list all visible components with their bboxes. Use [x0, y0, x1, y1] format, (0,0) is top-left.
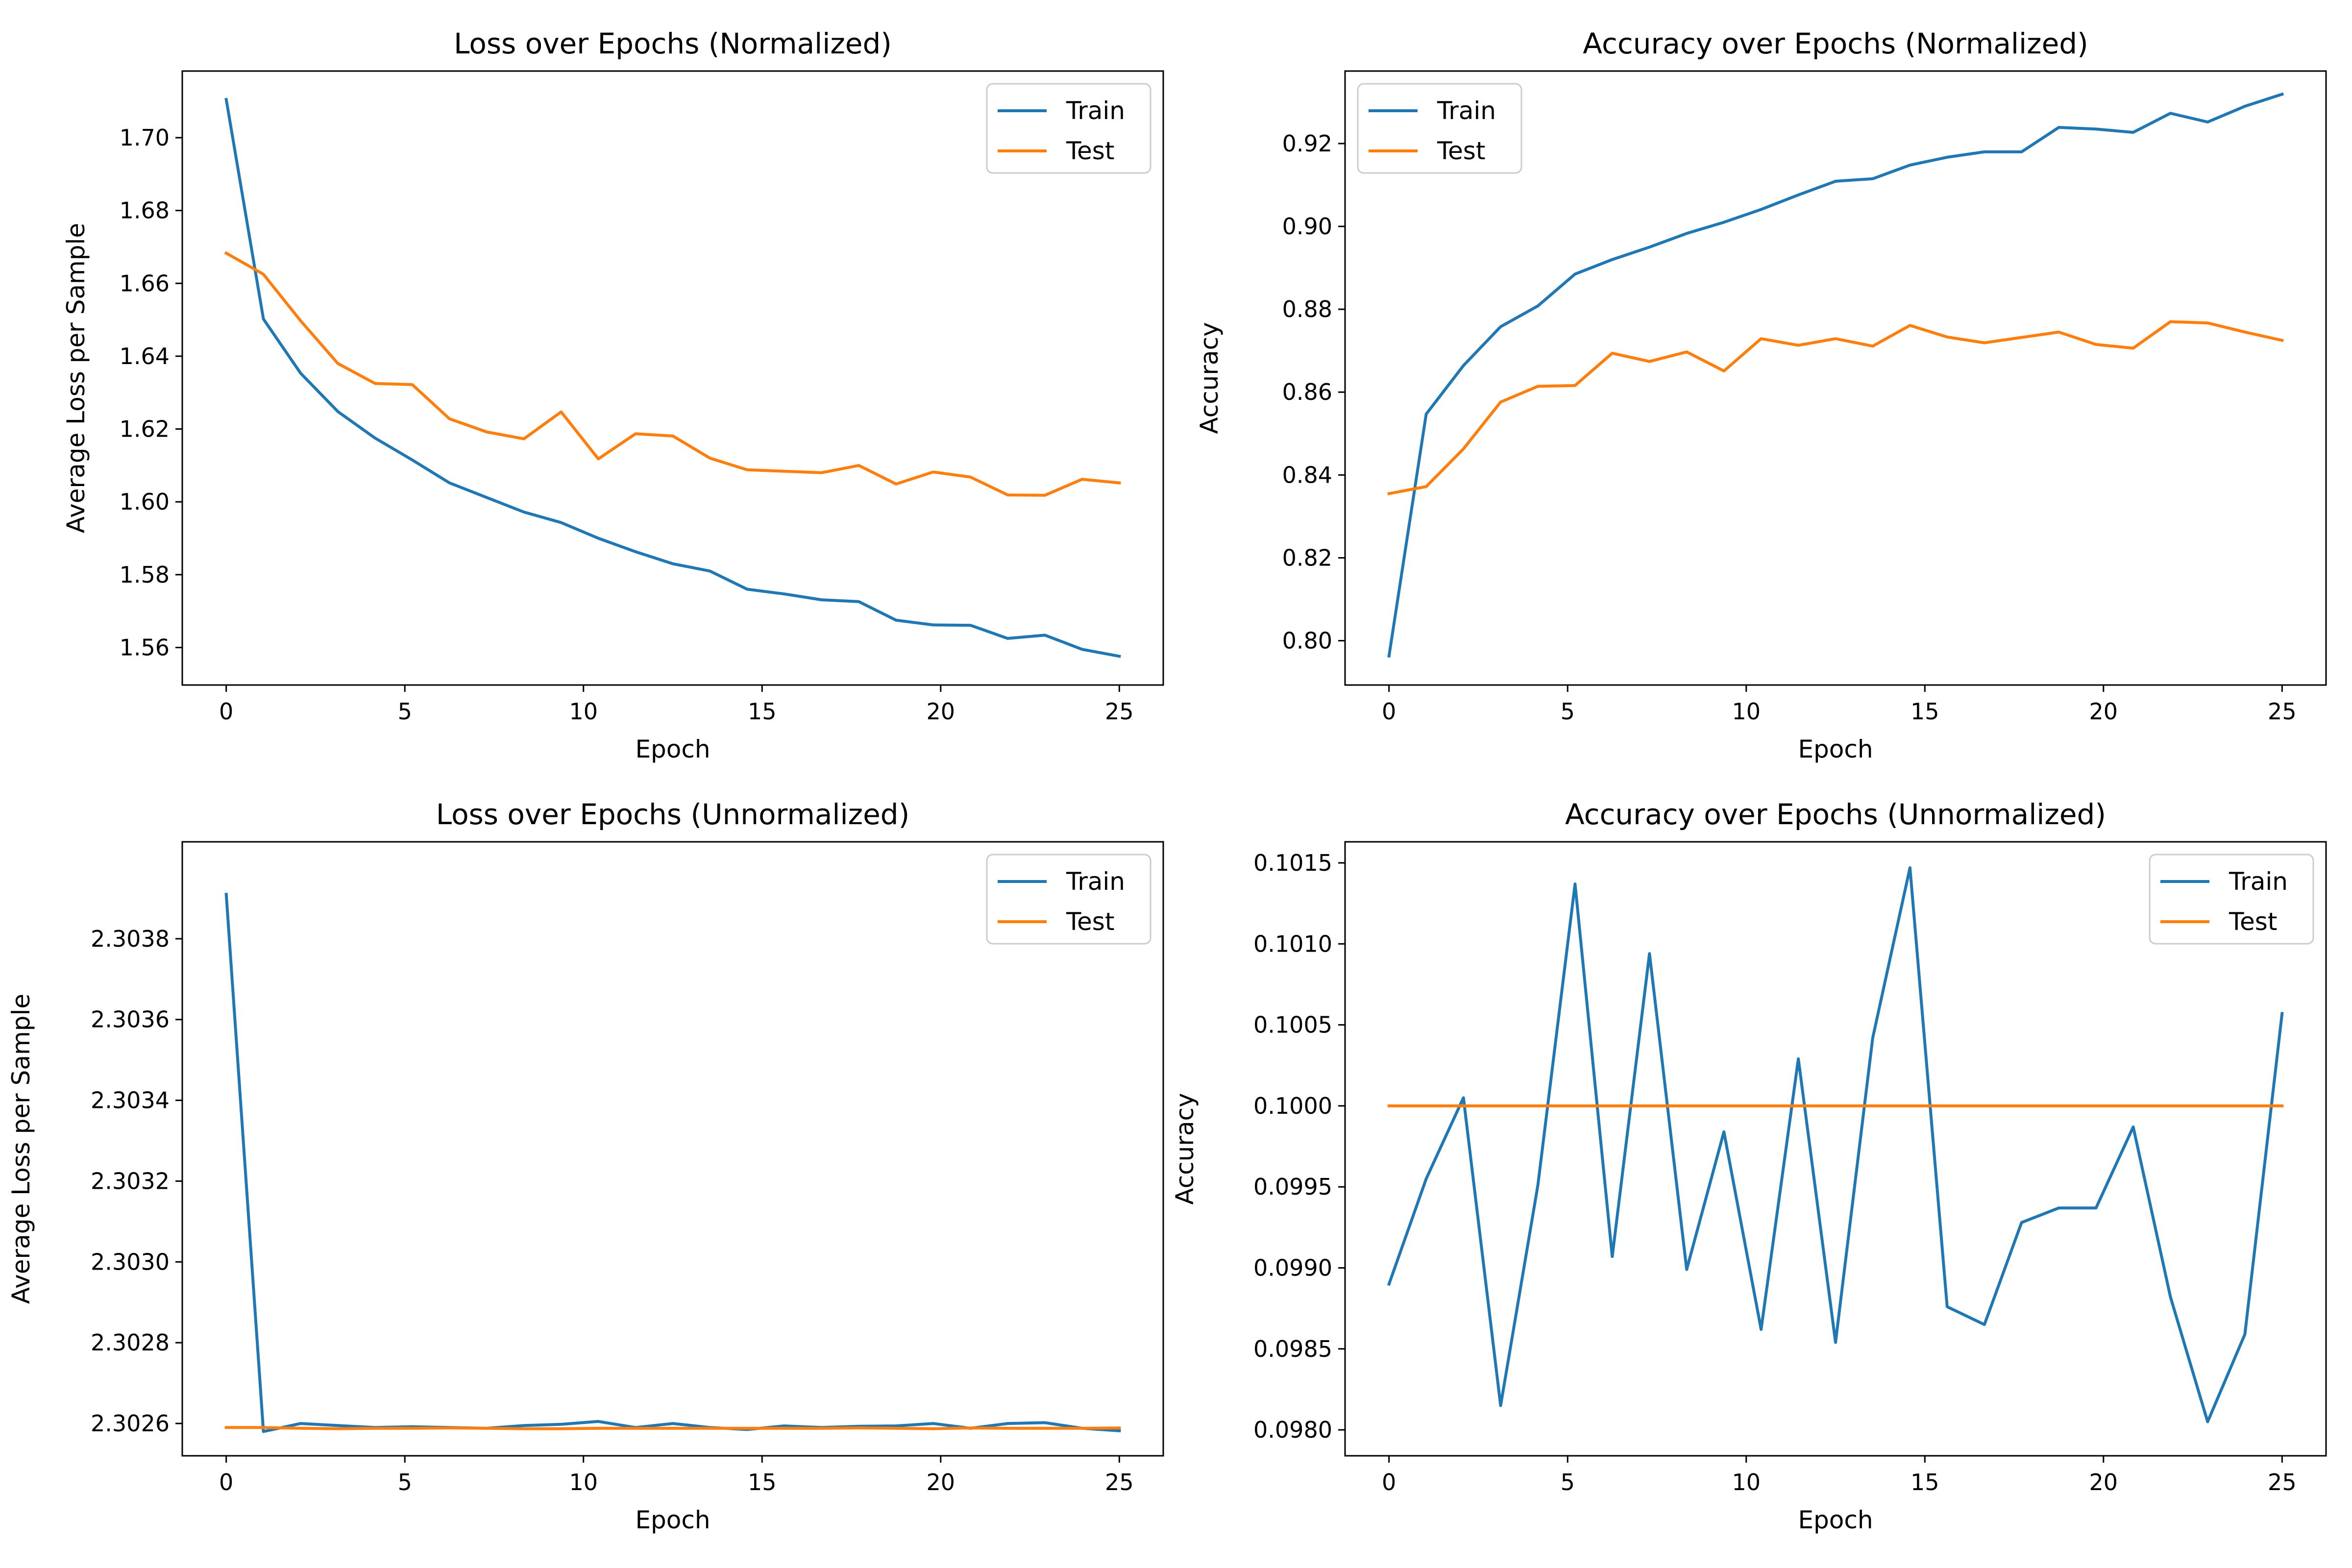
y-tick-label: 0.0995 — [1253, 1174, 1332, 1200]
x-tick-label: 15 — [1911, 1469, 1939, 1495]
x-tick-label: 25 — [2268, 1469, 2297, 1495]
legend-label-test: Test — [1066, 137, 1114, 165]
x-tick-label: 15 — [748, 698, 777, 725]
y-tick-label: 0.1010 — [1253, 931, 1332, 957]
y-tick-label: 2.3032 — [91, 1168, 170, 1194]
x-tick-label: 0 — [1382, 1469, 1396, 1495]
chart-panel-3: Loss over Epochs (Unnormalized) 0 5 10 15 20 2… — [7, 798, 1164, 1534]
y-axis-label: Accuracy — [1195, 322, 1224, 434]
y-tick-label: 1.60 — [120, 489, 170, 515]
x-axis-label: Epoch — [1798, 735, 1873, 763]
legend-label-train: Train — [1066, 97, 1125, 125]
y-axis-label: Average Loss per Sample — [62, 223, 90, 533]
legend: Train Test — [2149, 854, 2314, 945]
plot-area — [224, 892, 1121, 1433]
y-tick-label: 0.1005 — [1253, 1012, 1332, 1038]
chart-title: Loss over Epochs (Unnormalized) — [436, 798, 909, 831]
y-tick-label: 2.3028 — [91, 1329, 170, 1356]
x-tick-label: 10 — [569, 698, 598, 725]
x-tick-label: 20 — [2089, 1469, 2118, 1495]
y-tick-label: 2.3030 — [91, 1249, 170, 1275]
y-tick-label: 1.66 — [120, 270, 170, 296]
x-tick-label: 25 — [2268, 698, 2297, 725]
legend-label-test: Test — [1066, 907, 1114, 936]
y-tick-label: 0.92 — [1282, 130, 1332, 157]
legend: Train Test — [1357, 83, 1522, 174]
x-tick-label: 15 — [748, 1469, 777, 1495]
y-tick-label: 1.64 — [120, 343, 170, 369]
x-tick-label: 10 — [1732, 698, 1761, 725]
y-tick-label: 2.3038 — [91, 926, 170, 952]
x-tick-label: 25 — [1105, 1469, 1134, 1495]
axes-frame — [1344, 841, 2327, 1457]
x-tick-label: 20 — [927, 1469, 956, 1495]
x-axis-label: Epoch — [635, 1506, 710, 1534]
x-tick-label: 20 — [927, 698, 956, 725]
y-tick-label: 0.1000 — [1253, 1093, 1332, 1119]
x-tick-label: 10 — [1732, 1469, 1761, 1495]
y-tick-label: 0.0990 — [1253, 1254, 1332, 1281]
x-axis-label: Epoch — [1798, 1506, 1873, 1534]
x-tick-label: 5 — [1561, 1469, 1575, 1495]
series-line-test — [224, 1426, 1121, 1430]
x-tick-label: 5 — [398, 1469, 412, 1495]
series-line-test — [1387, 320, 2284, 495]
y-tick-label: 1.62 — [120, 416, 170, 442]
y-tick-label: 0.88 — [1282, 296, 1332, 322]
series-line-train — [224, 892, 1121, 1433]
y-tick-label: 2.3026 — [91, 1410, 170, 1437]
chart-panel-2: Accuracy over Epochs (Normalized) 0 5 10 15 2… — [1195, 27, 2327, 763]
y-axis-label: Average Loss per Sample — [7, 994, 35, 1304]
y-tick-label: 0.82 — [1282, 544, 1332, 571]
chart-panel-1: Loss over Epochs (Normalized) 0 5 10 15 20 25 1… — [62, 27, 1164, 763]
plot-area — [224, 98, 1121, 658]
y-tick-label: 1.56 — [120, 634, 170, 661]
x-tick-label: 25 — [1105, 698, 1134, 725]
series-line-test — [224, 251, 1121, 497]
legend-label-test: Test — [2229, 907, 2277, 936]
series-line-train — [1387, 866, 2284, 1423]
x-tick-label: 5 — [398, 698, 412, 725]
y-tick-label: 1.58 — [120, 562, 170, 588]
chart-title: Loss over Epochs (Normalized) — [454, 27, 892, 60]
chart-title: Accuracy over Epochs (Unnormalized) — [1565, 798, 2106, 831]
legend-label-train: Train — [1437, 97, 1496, 125]
x-tick-label: 15 — [1911, 698, 1939, 725]
y-tick-label: 1.70 — [120, 124, 170, 151]
y-tick-label: 0.90 — [1282, 213, 1332, 240]
x-tick-label: 0 — [219, 698, 233, 725]
legend: Train Test — [986, 854, 1152, 945]
x-tick-label: 0 — [219, 1469, 233, 1495]
y-tick-label: 0.80 — [1282, 628, 1332, 654]
chart-panel-4: Accuracy over Epochs (Unnormalized) 0 5 10 1… — [1171, 798, 2327, 1534]
x-tick-label: 20 — [2089, 698, 2118, 725]
legend: Train Test — [986, 83, 1152, 174]
legend-label-train: Train — [1066, 867, 1125, 896]
chart-title: Accuracy over Epochs (Normalized) — [1583, 27, 2088, 60]
y-tick-label: 0.86 — [1282, 379, 1332, 405]
y-tick-label: 0.84 — [1282, 462, 1332, 488]
y-axis-label: Accuracy — [1171, 1093, 1199, 1204]
axes-frame — [1344, 70, 2327, 686]
y-tick-label: 2.3034 — [91, 1087, 170, 1114]
y-tick-label: 2.3036 — [91, 1006, 170, 1033]
x-tick-label: 0 — [1382, 698, 1396, 725]
x-tick-label: 5 — [1561, 698, 1575, 725]
y-tick-label: 0.0985 — [1253, 1336, 1332, 1362]
x-axis-label: Epoch — [635, 735, 710, 763]
y-tick-label: 0.1015 — [1253, 850, 1332, 876]
series-line-train — [224, 98, 1121, 658]
x-tick-label: 10 — [569, 1469, 598, 1495]
axes-frame — [181, 70, 1164, 686]
plot-area — [1387, 866, 2284, 1423]
series-line-train — [1387, 92, 2284, 658]
plot-area — [1387, 92, 2284, 658]
y-tick-label: 1.68 — [120, 197, 170, 224]
legend-label-train: Train — [2229, 867, 2288, 896]
axes-frame — [181, 841, 1164, 1457]
y-tick-label: 0.0980 — [1253, 1417, 1332, 1443]
legend-label-test: Test — [1437, 137, 1485, 165]
